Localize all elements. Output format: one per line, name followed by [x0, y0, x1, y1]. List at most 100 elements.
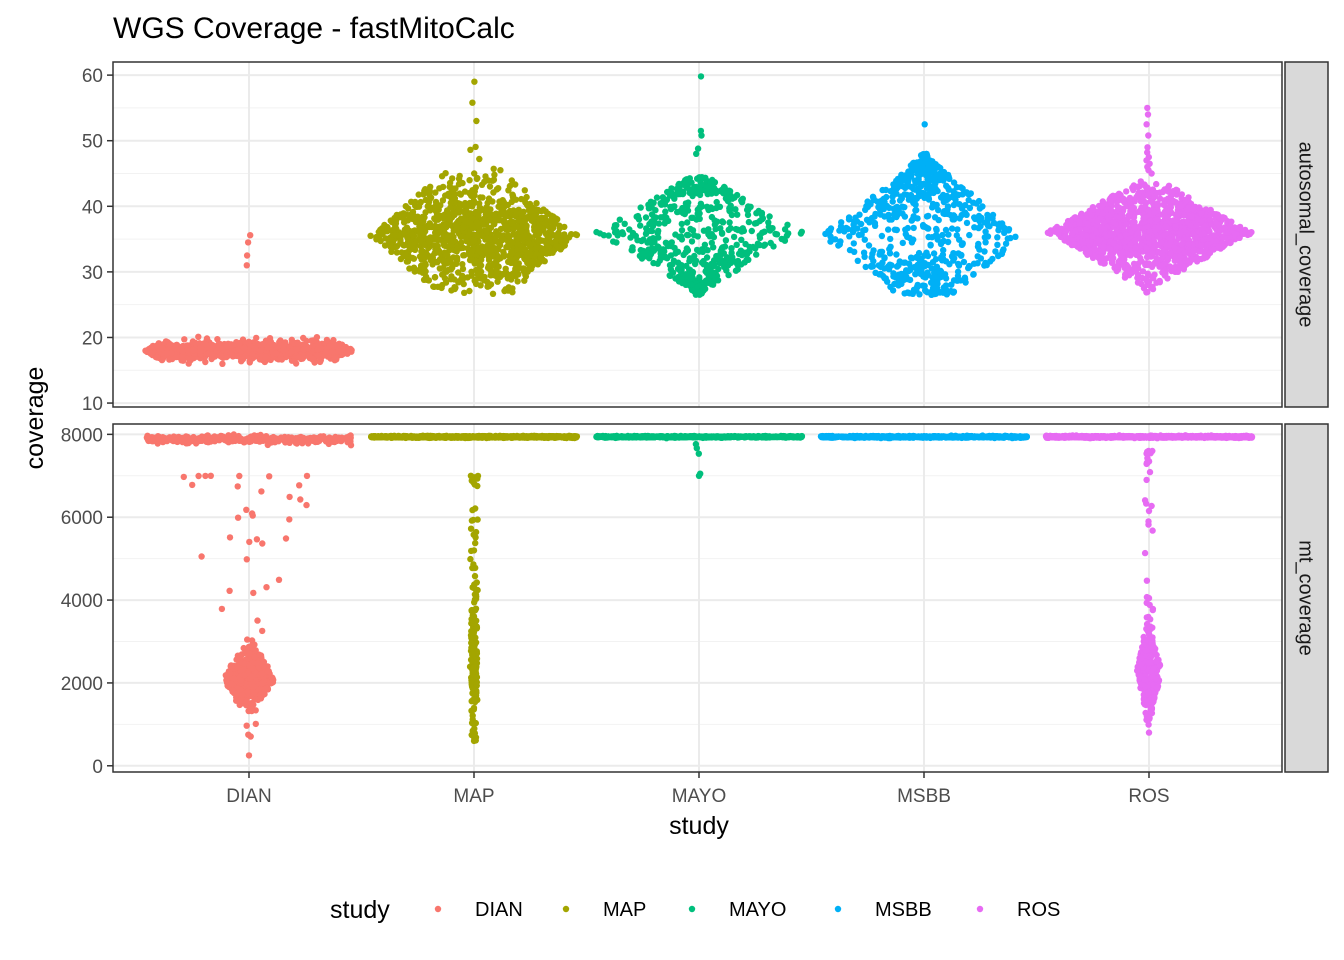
data-point	[1143, 121, 1150, 128]
data-point	[467, 146, 474, 153]
data-point	[893, 213, 900, 221]
data-point	[629, 229, 637, 237]
data-point	[971, 224, 978, 231]
data-point	[552, 237, 560, 244]
data-point	[858, 231, 865, 238]
data-point	[447, 276, 455, 283]
data-point	[899, 203, 906, 210]
data-point	[520, 268, 527, 275]
data-point	[872, 269, 879, 276]
data-point	[486, 183, 494, 190]
data-point	[1223, 229, 1230, 236]
data-point	[1084, 251, 1091, 258]
data-point	[619, 230, 627, 238]
data-point	[686, 274, 694, 282]
data-point	[149, 438, 156, 445]
data-point	[439, 271, 446, 278]
data-point	[481, 178, 488, 185]
data-point	[925, 179, 932, 186]
data-point	[899, 183, 907, 190]
data-point	[469, 99, 476, 106]
data-point	[427, 234, 434, 241]
data-point	[466, 177, 473, 184]
data-point	[979, 203, 986, 210]
data-point	[1174, 210, 1182, 217]
data-point	[1178, 240, 1185, 248]
data-point	[1156, 234, 1163, 241]
data-point	[510, 225, 517, 232]
data-point	[716, 252, 723, 259]
data-point	[697, 73, 705, 80]
data-point	[689, 214, 697, 221]
data-point	[460, 224, 467, 231]
data-point	[313, 334, 321, 341]
data-point	[728, 245, 735, 252]
data-point	[684, 219, 691, 226]
data-point	[426, 188, 433, 196]
data-point	[1128, 205, 1136, 212]
data-point	[1044, 229, 1052, 236]
data-point	[600, 232, 608, 239]
data-point	[827, 238, 834, 245]
data-point	[509, 256, 516, 263]
data-point	[392, 224, 399, 231]
data-point	[931, 214, 939, 221]
data-point	[1143, 289, 1150, 296]
data-point	[1187, 222, 1194, 229]
data-point	[495, 253, 502, 261]
data-point	[933, 227, 940, 234]
data-point	[1120, 249, 1127, 256]
data-point	[1121, 238, 1128, 246]
data-point	[732, 267, 740, 274]
data-point	[304, 345, 312, 352]
data-point	[508, 220, 516, 227]
data-point	[1138, 280, 1145, 288]
data-point	[1100, 260, 1108, 267]
data-point	[856, 211, 863, 218]
data-point	[734, 257, 742, 265]
data-point	[1145, 278, 1153, 286]
data-point	[1103, 233, 1110, 240]
data-point	[910, 236, 917, 243]
data-point	[955, 262, 963, 269]
data-point	[474, 174, 481, 182]
data-point	[745, 256, 752, 263]
data-point	[745, 218, 753, 226]
data-point	[943, 182, 950, 189]
data-point	[869, 262, 876, 269]
data-point	[772, 230, 779, 238]
data-point	[970, 260, 978, 267]
data-point	[439, 183, 447, 191]
data-point	[561, 231, 568, 238]
data-point	[1125, 263, 1132, 271]
data-point	[521, 277, 528, 284]
data-point	[393, 216, 400, 224]
data-point	[308, 337, 315, 344]
data-point	[781, 237, 789, 244]
data-point	[710, 244, 717, 251]
data-point	[1088, 212, 1095, 219]
data-point	[181, 336, 188, 343]
data-point	[910, 213, 917, 220]
data-point	[1163, 223, 1170, 230]
data-point	[280, 346, 287, 354]
data-point	[678, 220, 685, 228]
data-point	[179, 357, 187, 364]
data-point	[477, 262, 485, 269]
data-point	[932, 232, 939, 239]
data-point	[928, 279, 935, 286]
data-point	[468, 257, 475, 264]
data-point	[403, 224, 411, 231]
y-tick-label: 2000	[61, 674, 103, 695]
data-point	[725, 271, 732, 279]
data-point	[698, 132, 705, 139]
data-point	[981, 262, 988, 269]
data-point	[727, 202, 734, 209]
data-point	[756, 217, 764, 225]
data-point	[448, 287, 455, 294]
data-point	[1194, 216, 1201, 223]
data-point	[445, 215, 452, 223]
data-point	[726, 219, 733, 226]
data-point	[490, 189, 497, 196]
